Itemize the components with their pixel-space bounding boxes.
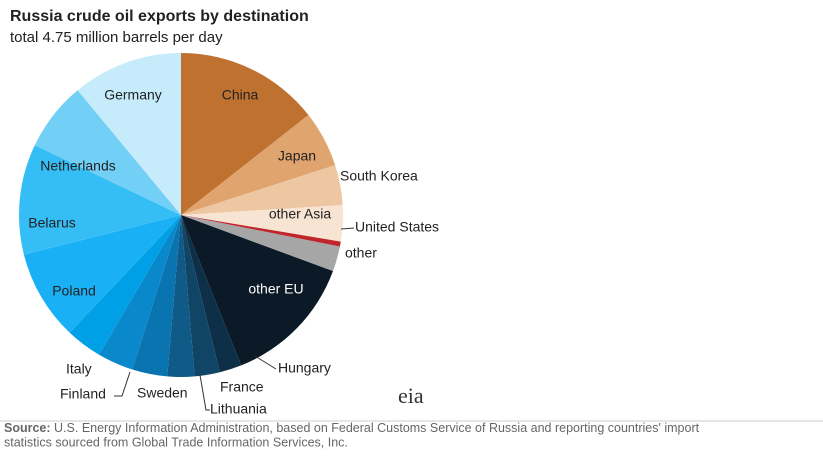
pie-slice (167, 215, 195, 377)
pie-slice (181, 205, 343, 242)
slice-label: Poland (52, 283, 96, 299)
slice-label: Netherlands (40, 158, 116, 174)
slice-label: South Korea (340, 168, 418, 184)
pie-slice (98, 215, 181, 370)
pie-slice (181, 215, 242, 373)
chart-title: Russia crude oil exports by destination (10, 8, 309, 25)
source-label: Source: (4, 421, 51, 435)
leader-line (254, 355, 277, 370)
logo: eia (398, 383, 424, 408)
slice-label: Japan (278, 148, 316, 164)
leader-line (340, 227, 355, 230)
leader-lines (114, 227, 355, 411)
pie-slice (181, 215, 340, 272)
pie-slice (77, 53, 181, 215)
slice-label: Sweden (137, 385, 188, 401)
slice-label: other EU (248, 281, 303, 297)
pie-slice (69, 215, 181, 355)
slice-label: France (220, 379, 264, 395)
pie-slice (132, 215, 181, 377)
pie-slice (18, 145, 181, 255)
leader-line (114, 371, 131, 397)
slice-label: United States (355, 219, 439, 235)
slice-label: Germany (104, 87, 162, 103)
source-text: statistics sourced from Global Trade Inf… (4, 435, 348, 449)
slice-label: Belarus (28, 215, 75, 231)
pie-slice (23, 215, 181, 333)
slice-label: Italy (66, 361, 92, 377)
slice-label: Lithuania (210, 401, 267, 417)
pie-slice (34, 90, 182, 215)
slice-label: Hungary (278, 360, 331, 376)
source-text: U.S. Energy Information Administration, … (54, 421, 700, 435)
pie-slice (181, 215, 220, 377)
pie (18, 53, 343, 377)
pie-slice (181, 53, 309, 215)
pie-slice (181, 165, 343, 215)
leader-line (199, 374, 210, 411)
slice-label: Finland (60, 386, 106, 402)
slice-label: other Asia (269, 206, 331, 222)
pie-slice (181, 215, 341, 247)
chart-subtitle: total 4.75 million barrels per day (10, 29, 223, 46)
slice-label: other (345, 245, 377, 261)
slice-label: China (222, 87, 259, 103)
pie-slice (181, 215, 333, 366)
source: Source: U.S. Energy Information Administ… (4, 421, 700, 435)
pie-slice (181, 115, 336, 215)
